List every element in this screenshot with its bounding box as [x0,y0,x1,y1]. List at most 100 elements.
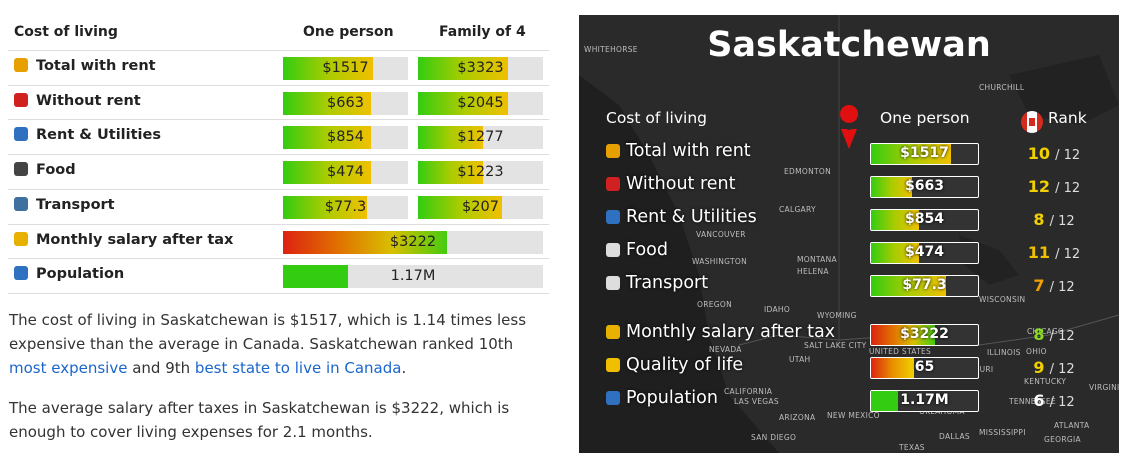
row-label: Population [14,266,124,282]
value-bar: $1517 [283,57,408,80]
bar-fill [418,126,483,150]
link[interactable]: best state to live in Canada [194,359,402,377]
map-label: SAN DIEGO [751,433,797,442]
label-text: Transport [36,196,115,213]
value-text: $474 [905,244,944,260]
label-text: Transport [626,273,709,293]
paragraph: The cost of living in Saskatchewan is $1… [9,308,549,380]
bar-fill [418,195,502,219]
map-label: ARIZONA [779,413,816,422]
link[interactable]: most expensive [9,359,128,377]
card-header: Rank [1048,109,1087,127]
bar-fill [283,57,373,80]
row-icon [14,266,28,281]
map-label: OREGON [697,300,732,309]
rank-number: 10 [1027,144,1051,163]
map-label: WASHINGTON [692,257,747,266]
row-label: Food [14,162,76,178]
bar-fill [871,276,946,296]
map-label: OHIO [1026,347,1047,356]
rank-total: / 12 [1049,280,1075,295]
map-label: WISCONSIN [979,295,1026,304]
rank-total: / 12 [1049,214,1075,229]
map-label: WHITEHORSE [584,45,638,54]
value-text: $3222 [900,326,949,342]
value-bar: $3222 [283,230,543,254]
map-label: EDMONTON [784,167,831,176]
map-label: VANCOUVER [696,230,746,239]
value-text: $77.3 [902,277,947,293]
row-icon [14,92,28,107]
rank: 10 / 12 [1019,144,1089,163]
map-label: GEORGIA [1044,435,1081,444]
label-text: Without rent [36,92,141,109]
card-bar: $3222 [870,324,979,346]
label-text: Rent & Utilities [626,207,757,227]
rank: 12 / 12 [1019,177,1089,196]
card-row-label: Quality of life [606,355,743,375]
card-row-label: Monthly salary after tax [606,322,835,342]
value-text: $1277 [457,129,504,146]
map-label: DALLAS [939,432,970,441]
label-text: Monthly salary after tax [36,231,234,248]
value-text: $1517 [900,145,949,161]
rank-number: 9 [1033,358,1045,377]
cost-table-section: Cost of living One person Family of 4 Total… [0,0,560,458]
value-text: $77.3 [324,198,367,215]
card-row-label: Transport [606,273,708,293]
rank-number: 12 [1027,177,1051,196]
row-icon [14,58,28,72]
card-bar: $854 [870,209,979,231]
value-text: $207 [462,198,499,215]
table-header: Family of 4 [439,24,526,40]
map-label: NEW MEXICO [827,411,880,420]
map-label: MISSISSIPPI [979,428,1026,437]
bar-fill [283,230,447,254]
value-text: $854 [905,211,944,227]
label-text: Population [626,388,718,408]
map-label: TENNESSEE [1009,397,1056,406]
table-row: Without rent $663 $2045 [8,84,549,120]
bar-fill [871,144,952,164]
row-label: Monthly salary after tax [14,231,234,248]
rank: 7 / 12 [1019,276,1089,295]
card-row-label: Population [606,388,718,408]
label-text: Monthly salary after tax [626,322,836,342]
bar-fill [283,91,371,115]
card-bar: 1.17M [870,390,979,412]
bar-fill [283,161,371,185]
paragraph: The average salary after taxes in Saskat… [9,396,549,444]
bar-fill [283,265,348,289]
bar-fill [283,126,371,150]
value-bar: $2045 [418,91,543,115]
map-label: CALIFORNIA [724,387,773,396]
rank: 6 / 12 [1019,391,1089,410]
value-bar: $207 [418,195,543,219]
row-label: Transport [14,196,115,213]
bar-fill [283,195,367,219]
table-row: Total with rent $1517 $3323 [8,50,549,85]
value-bar: $854 [283,126,408,150]
table-row: Monthly salary after tax $3222 [8,223,549,259]
row-icon [14,162,28,177]
row-icon [606,391,620,405]
rank-number: 8 [1033,210,1045,229]
rank: 9 / 12 [1019,358,1089,377]
bar-fill [871,391,898,411]
row-icon [606,276,620,290]
map-label: TEXAS [899,443,925,452]
row-icon [606,144,620,158]
row-icon [14,231,28,246]
map-label: SALT LAKE CITY [804,341,867,350]
bar-fill [871,210,920,230]
rank-total: / 12 [1055,181,1081,196]
map-label: NEVADA [709,345,742,354]
table-header: Cost of living [14,24,118,40]
map-label: CHURCHILL [979,83,1025,92]
value-text: $3323 [457,60,504,76]
bar-fill [871,243,920,263]
value-text: $663 [327,94,364,111]
rank-number: 6 [1033,391,1045,410]
card-row-label: Rent & Utilities [606,207,757,227]
value-text: $474 [327,164,364,181]
